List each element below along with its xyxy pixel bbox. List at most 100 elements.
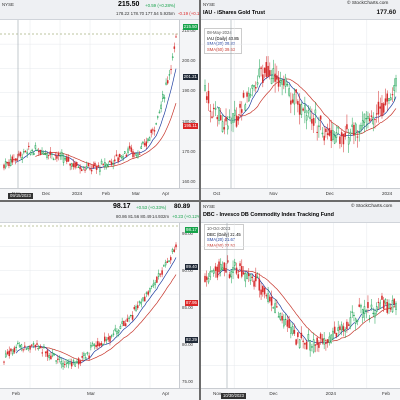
price-chart[interactable] xyxy=(201,223,400,389)
chart-panel-top-right[interactable]: NYSE IAU - iShares Gold Trust © StockCha… xyxy=(201,0,400,200)
candle-body xyxy=(175,36,177,38)
candle-body xyxy=(137,305,139,309)
candle-body xyxy=(94,162,96,166)
candle-body xyxy=(335,332,338,337)
panel-header: NYSE 215.50 +0.59 (+0.28%) 178.22 178.70… xyxy=(0,0,199,20)
x-axis-label: Oct xyxy=(213,191,221,196)
candle-body xyxy=(370,115,373,117)
price-tag: 82.29 xyxy=(185,336,198,343)
candle-body xyxy=(319,333,322,339)
x-axis: NovDec2024FebMarApr xyxy=(0,188,199,200)
y-axis-label: 170.00 xyxy=(182,148,196,154)
candle-body xyxy=(227,260,229,263)
candle-body xyxy=(332,330,334,340)
candle-body xyxy=(235,267,238,274)
candle-body xyxy=(290,100,292,105)
candle-body xyxy=(218,261,220,273)
candle-body xyxy=(204,275,206,282)
candle-body xyxy=(140,301,143,305)
chart-panel-bottom-left[interactable]: 98.17 +0.53 (+0.33%) 80.89 80.86 81.56 8… xyxy=(0,202,199,400)
chart-panel-bottom-right[interactable]: NYSE DBC - Invesco DB Commodity Index Tr… xyxy=(201,202,400,400)
x-axis-label: Nov xyxy=(213,391,222,396)
candle-body xyxy=(291,99,294,103)
candle-body xyxy=(42,152,45,155)
x-axis-label: Apr xyxy=(162,191,170,196)
candle-body xyxy=(171,56,174,59)
candle-body xyxy=(128,145,131,149)
sma50-line xyxy=(238,270,397,343)
candle-body xyxy=(388,303,390,308)
candle-body xyxy=(3,164,5,169)
candle-body xyxy=(286,320,289,327)
candle-body xyxy=(51,153,53,155)
panel-divider-horizontal[interactable] xyxy=(0,200,400,202)
candle-body xyxy=(349,131,352,135)
candle-body xyxy=(49,151,52,155)
candle-body xyxy=(347,324,350,326)
candle-body xyxy=(370,304,373,308)
candle-body xyxy=(249,274,252,281)
candle-body xyxy=(286,84,289,86)
candle-body xyxy=(330,130,332,141)
candle-body xyxy=(283,80,285,86)
candle-body xyxy=(347,137,350,145)
volume-change: -0.19 (+0.11%) xyxy=(178,11,199,16)
candle-body xyxy=(263,67,266,73)
candle-body xyxy=(388,98,390,101)
legend-sma20: SMA(20) 21.67 xyxy=(207,237,236,242)
candle-body xyxy=(166,261,169,263)
candle-body xyxy=(375,306,378,312)
candle-body xyxy=(379,302,382,309)
price-chart[interactable] xyxy=(201,20,400,189)
candle-body xyxy=(51,352,54,357)
candle-body xyxy=(56,156,58,159)
price-chart[interactable] xyxy=(0,223,180,389)
price-change: +0.53 (+0.33%) xyxy=(136,205,167,210)
legend-sma50: SMA(50) 22.53 xyxy=(207,242,236,248)
candle-body xyxy=(248,273,250,277)
candle-body xyxy=(109,335,111,342)
x-axis-label: Nov xyxy=(269,191,278,196)
price-chart[interactable] xyxy=(0,20,180,189)
candle-body xyxy=(125,154,128,157)
candle-body xyxy=(171,249,174,253)
candle-body xyxy=(107,164,109,167)
candle-body xyxy=(90,345,92,348)
candle-body xyxy=(149,288,151,292)
candle-body xyxy=(300,332,303,339)
candle-body xyxy=(242,272,245,275)
chart-panel-top-left[interactable]: NYSE 215.50 +0.59 (+0.28%) 178.22 178.70… xyxy=(0,0,199,200)
candle-body xyxy=(46,152,48,158)
y-axis-label: 95.00 xyxy=(182,231,193,236)
candle-body xyxy=(326,133,329,135)
candle-body xyxy=(365,309,367,312)
candle-body xyxy=(295,339,297,345)
candle-body xyxy=(300,104,303,115)
candle-body xyxy=(105,163,108,168)
x-axis-label: 2024 xyxy=(325,391,336,396)
candle-body xyxy=(24,345,26,347)
candle-body xyxy=(116,330,118,335)
candle-body xyxy=(46,350,49,357)
candle-body xyxy=(123,320,125,327)
candle-body xyxy=(83,353,85,357)
candle-body xyxy=(260,67,262,70)
candle-body xyxy=(98,343,101,347)
candle-body xyxy=(4,161,7,168)
candle-body xyxy=(276,75,278,80)
candle-body xyxy=(114,159,116,162)
candle-body xyxy=(291,326,294,335)
candle-body xyxy=(127,148,129,153)
candle-body xyxy=(377,301,380,303)
x-axis: Oct Nov Dec 2024 xyxy=(201,188,400,200)
candle-body xyxy=(304,343,306,345)
candle-body xyxy=(325,128,327,133)
candle-body xyxy=(333,326,336,334)
candle-body xyxy=(121,321,123,324)
candle-body xyxy=(67,157,70,162)
candle-body xyxy=(32,343,35,345)
candle-body xyxy=(175,244,177,248)
candle-body xyxy=(321,338,324,343)
x-axis-label: 2024 xyxy=(382,191,393,196)
candle-body xyxy=(314,344,317,346)
